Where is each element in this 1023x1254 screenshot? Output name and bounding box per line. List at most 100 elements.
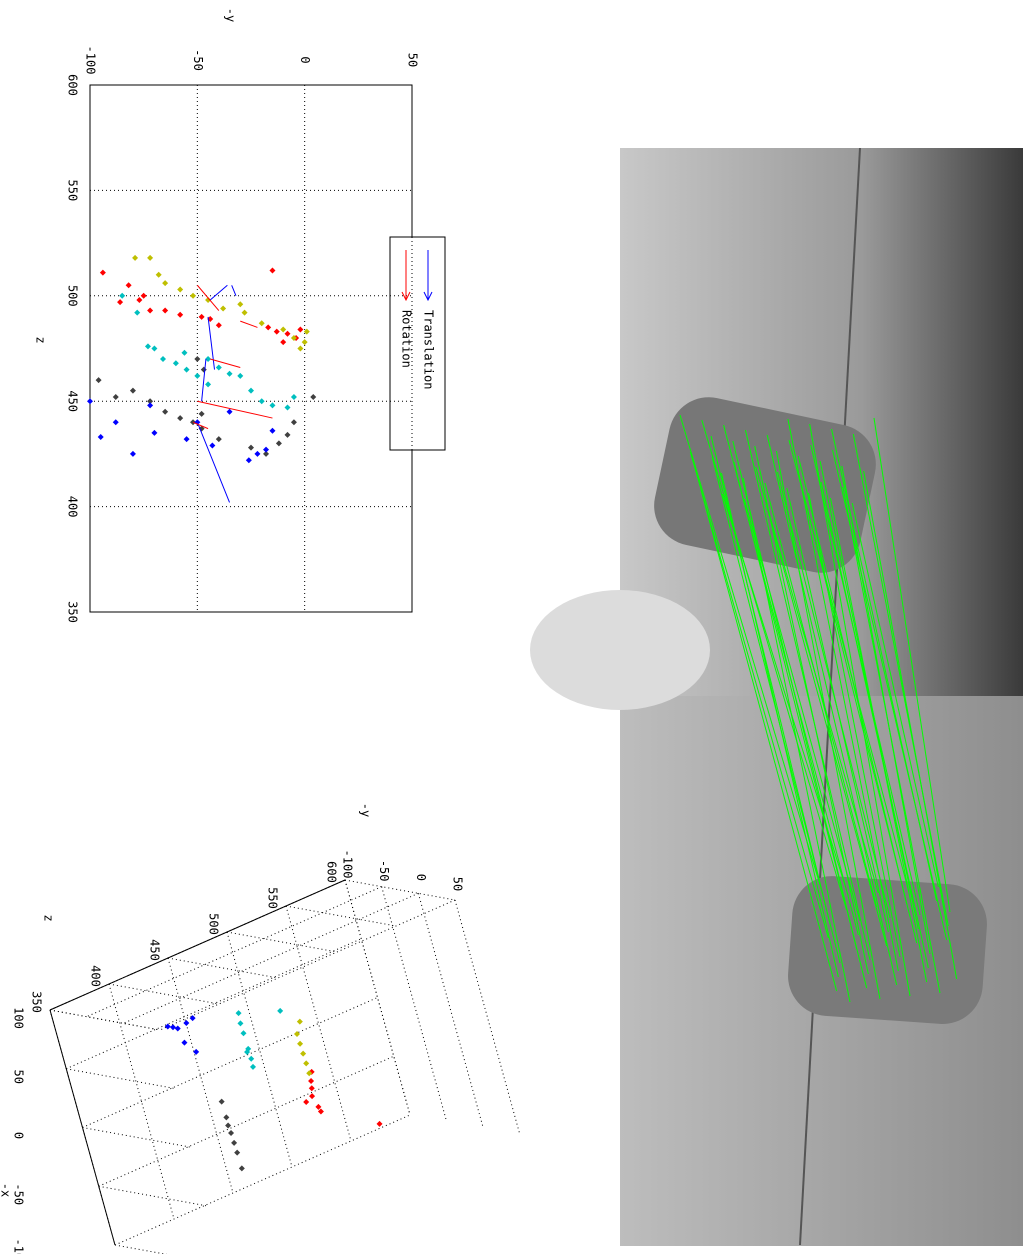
- point: [258, 320, 265, 327]
- match-line: [711, 456, 841, 964]
- point: [193, 1048, 200, 1055]
- match-line: [679, 414, 821, 886]
- legend: [389, 236, 446, 451]
- plot-frame: [89, 84, 413, 613]
- point: [376, 1120, 383, 1127]
- point: [284, 431, 291, 438]
- legend-arrow: [401, 250, 411, 302]
- y-tick-label: 50: [406, 53, 420, 67]
- point: [248, 444, 254, 451]
- grid-line: [114, 1244, 168, 1254]
- point: [303, 1099, 310, 1106]
- point: [177, 286, 184, 293]
- match-line: [809, 423, 911, 997]
- point: [215, 364, 222, 371]
- point: [215, 436, 222, 443]
- point: [200, 366, 207, 373]
- match-line: [733, 461, 868, 989]
- point: [277, 1007, 284, 1014]
- point: [241, 309, 248, 316]
- y-axis-label: -y: [224, 8, 238, 22]
- point: [147, 307, 154, 314]
- match-line: [766, 434, 898, 986]
- point: [194, 372, 201, 379]
- y-axis-label: -y: [359, 803, 373, 817]
- x-tick-label: -100: [12, 1239, 26, 1254]
- y-tick-label: 50: [451, 877, 465, 891]
- point: [258, 398, 265, 405]
- point: [240, 1030, 247, 1037]
- point: [308, 1078, 315, 1085]
- point: [245, 457, 252, 464]
- grid-line: [285, 905, 352, 1142]
- point: [273, 328, 280, 335]
- x-tick-label: 350: [66, 601, 80, 623]
- plot-3d: z -x -y 350400450500550600100500-50-100-…: [0, 803, 521, 1254]
- edge: [799, 147, 861, 1246]
- point: [234, 1149, 241, 1156]
- grid-line: [344, 879, 411, 1116]
- plot-2d: z -y 600 550 500 450 400 350 -100 -50 0 50 Transla…: [34, 8, 446, 623]
- point: [237, 372, 244, 379]
- grid-line: [381, 886, 448, 1122]
- point: [317, 1108, 324, 1115]
- grid-line: [49, 1009, 116, 1246]
- y-tick-label: 0: [414, 874, 428, 881]
- x-tick-label: 600: [66, 74, 80, 96]
- point: [248, 1055, 255, 1062]
- x-axis-label: z: [34, 336, 48, 343]
- match-line: [743, 498, 861, 922]
- grid-line: [49, 879, 346, 1011]
- point: [87, 398, 93, 405]
- point: [297, 326, 304, 333]
- grid-line: [226, 931, 293, 1168]
- point: [205, 356, 212, 363]
- match-line: [863, 470, 958, 980]
- can-left: [654, 397, 876, 573]
- point: [147, 254, 154, 261]
- legend-label: Rotation: [400, 310, 414, 368]
- grid-line: [66, 938, 362, 1070]
- point: [177, 415, 184, 422]
- grid-line: [108, 983, 220, 1005]
- point: [194, 356, 201, 363]
- point: [284, 404, 291, 411]
- point: [215, 322, 222, 329]
- z-tick-label: 350: [30, 991, 44, 1013]
- grid-line: [159, 899, 456, 1031]
- point: [303, 1060, 310, 1067]
- point: [162, 408, 169, 415]
- point: [223, 1114, 230, 1121]
- match-line: [851, 502, 939, 888]
- point: [198, 410, 205, 417]
- match-line: [701, 419, 848, 911]
- point: [306, 1070, 313, 1077]
- match-line: [820, 481, 929, 969]
- point: [303, 328, 310, 335]
- point: [169, 1024, 176, 1031]
- y-tick-label: 0: [298, 56, 312, 63]
- grid-line: [285, 905, 397, 927]
- point: [181, 1039, 188, 1046]
- point: [237, 1020, 244, 1027]
- point: [95, 377, 102, 384]
- grid-line: [454, 899, 521, 1136]
- point: [220, 305, 227, 312]
- grid-line: [167, 957, 234, 1194]
- point: [284, 330, 291, 337]
- point: [297, 1040, 304, 1047]
- match-line: [744, 429, 871, 961]
- point: [209, 442, 216, 449]
- point: [181, 349, 188, 356]
- point: [235, 1010, 242, 1017]
- point: [159, 356, 166, 363]
- point: [231, 1139, 238, 1146]
- point: [151, 429, 158, 436]
- match-line: [842, 486, 941, 994]
- grid-line: [114, 1114, 411, 1246]
- x-tick-label: 450: [66, 390, 80, 412]
- point: [177, 311, 184, 318]
- z-tick-label: 450: [148, 939, 162, 961]
- x-tick-label: 50: [12, 1070, 26, 1084]
